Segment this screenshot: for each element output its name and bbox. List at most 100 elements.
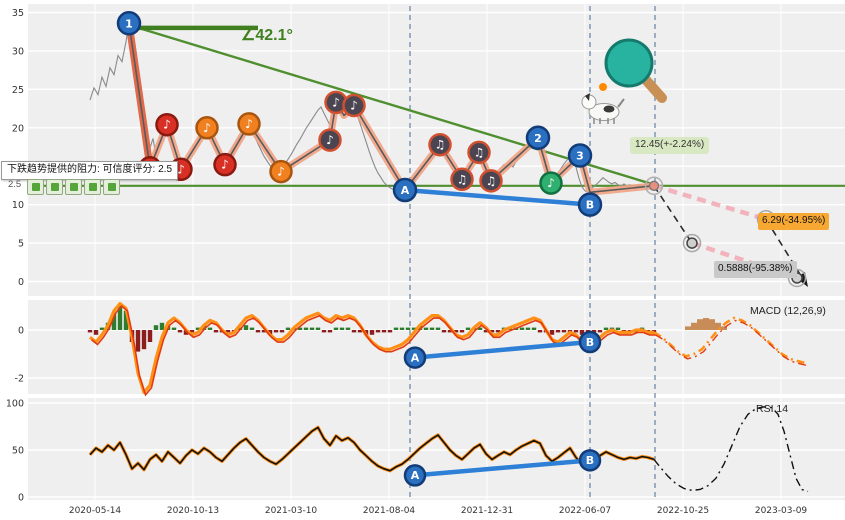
- macd-histogram-bar: [147, 330, 153, 342]
- convergence-point[interactable]: [648, 180, 660, 191]
- note-marker-icon[interactable]: ♪: [342, 93, 366, 118]
- macd-histogram-bar: [183, 330, 189, 335]
- svg-text:♪: ♪: [277, 165, 285, 179]
- ab-marker-B[interactable]: B: [578, 449, 602, 472]
- tool-glyph: [107, 183, 116, 191]
- note-marker-icon[interactable]: ♫: [450, 167, 474, 192]
- macd-projected-bar: [685, 326, 691, 330]
- projection-point[interactable]: [791, 272, 803, 284]
- macd-histogram-bar: [243, 325, 249, 330]
- macd-histogram-bar: [141, 330, 147, 350]
- tool-glyph: [50, 183, 59, 191]
- macd-histogram-bar: [177, 330, 183, 333]
- svg-text:B: B: [586, 454, 594, 467]
- chart-tool-icon[interactable]: [65, 179, 82, 195]
- wave-marker-B[interactable]: B: [577, 192, 603, 217]
- x-tick-label: 2022-06-07: [559, 506, 611, 516]
- chart-tool-icon[interactable]: [84, 179, 101, 195]
- svg-text:B: B: [586, 199, 594, 212]
- macd-histogram-bar: [477, 327, 483, 330]
- macd-histogram-bar: [315, 327, 321, 330]
- ab-line-price[interactable]: [402, 187, 593, 207]
- x-tick-label: 2022-10-25: [657, 506, 709, 516]
- chart-tool-icon[interactable]: [46, 179, 63, 195]
- note-marker-icon[interactable]: ♫: [428, 132, 452, 157]
- ab-marker-B[interactable]: B: [578, 330, 602, 354]
- tool-glyph: [31, 183, 40, 191]
- macd-histogram-bar: [447, 330, 453, 333]
- macd-projected-bar: [715, 322, 721, 330]
- note-marker-icon[interactable]: ♪: [237, 112, 261, 136]
- note-marker-icon[interactable]: ♪: [213, 152, 237, 177]
- macd-histogram-bar: [441, 330, 447, 333]
- macd-histogram-bar: [387, 330, 393, 333]
- x-tick-label: 2021-12-31: [461, 506, 513, 516]
- ab-line-macd[interactable]: [412, 339, 593, 360]
- macd-histogram-bar: [573, 330, 579, 333]
- macd-histogram-bar: [393, 327, 399, 330]
- note-marker-icon[interactable]: ♫: [479, 169, 503, 193]
- svg-text:♪: ♪: [221, 158, 229, 172]
- svg-text:♫: ♫: [474, 145, 485, 159]
- svg-text:♪: ♪: [146, 161, 154, 175]
- note-marker-icon[interactable]: ♪: [269, 159, 293, 184]
- ab-marker-A[interactable]: A: [403, 346, 427, 369]
- chart-tool-icon[interactable]: [103, 179, 120, 195]
- macd-histogram-bar: [255, 330, 261, 333]
- svg-text:♪: ♪: [350, 98, 358, 112]
- svg-text:♫: ♫: [457, 172, 468, 186]
- rsi-ytick: 100: [6, 399, 24, 410]
- note-marker-icon[interactable]: ♪: [155, 112, 179, 137]
- note-marker-icon[interactable]: ♪: [169, 157, 193, 182]
- macd-histogram-bar: [87, 330, 93, 333]
- macd-ytick: -2: [15, 374, 24, 385]
- price-ytick: 20: [12, 123, 24, 134]
- svg-text:♫: ♫: [435, 138, 446, 152]
- x-tick-label: 2021-08-04: [363, 506, 416, 516]
- macd-projected-bar: [709, 319, 715, 330]
- price-ytick: 15: [12, 162, 24, 173]
- macd-histogram-bar: [171, 327, 177, 330]
- note-marker-icon[interactable]: ♪: [318, 128, 342, 152]
- projection-point[interactable]: [760, 213, 772, 225]
- rsi-projection-line: [653, 406, 809, 493]
- macd-histogram-bar: [339, 327, 345, 330]
- svg-text:♪: ♪: [177, 162, 185, 176]
- note-marker-icon[interactable]: ♪: [195, 116, 219, 140]
- chart-tool-icon[interactable]: [27, 179, 44, 195]
- macd-histogram-bar: [561, 330, 567, 333]
- macd-histogram-bar: [411, 327, 417, 330]
- macd-histogram-bar: [615, 327, 621, 330]
- svg-text:B: B: [586, 336, 594, 349]
- wave-marker-2[interactable]: 2: [525, 125, 551, 151]
- ab-line-rsi[interactable]: [412, 458, 593, 478]
- rsi-line: [89, 426, 655, 472]
- projection-line: [653, 183, 767, 222]
- note-marker-icon[interactable]: ♫: [467, 140, 491, 165]
- ab-marker-A[interactable]: A: [403, 464, 427, 487]
- macd-histogram-bar: [135, 330, 141, 352]
- x-tick-label: 2021-03-10: [265, 506, 318, 516]
- svg-text:1: 1: [125, 17, 133, 30]
- wave-marker-A[interactable]: A: [392, 177, 418, 203]
- wave-marker-3[interactable]: 3: [567, 143, 593, 168]
- projection-point[interactable]: [686, 237, 698, 249]
- macd-histogram-bar: [93, 330, 99, 335]
- price-ytick: 30: [12, 46, 24, 57]
- wave-marker-1[interactable]: 1: [116, 11, 142, 36]
- macd-histogram-bar: [429, 327, 435, 330]
- macd-histogram-bar: [189, 330, 195, 333]
- macd-histogram-bar: [351, 330, 357, 333]
- macd-histogram-bar: [531, 327, 537, 330]
- note-marker-icon[interactable]: ♪: [138, 155, 162, 180]
- svg-text:♪: ♪: [326, 133, 334, 147]
- macd-histogram-bar: [483, 330, 489, 333]
- svg-text:♫: ♫: [486, 174, 497, 188]
- note-marker-icon[interactable]: ♪: [539, 171, 563, 195]
- rsi-panel: [28, 398, 845, 500]
- macd-projected-bar: [721, 326, 727, 330]
- macd-histogram-bar: [261, 330, 267, 333]
- paddle-icon: [604, 38, 667, 103]
